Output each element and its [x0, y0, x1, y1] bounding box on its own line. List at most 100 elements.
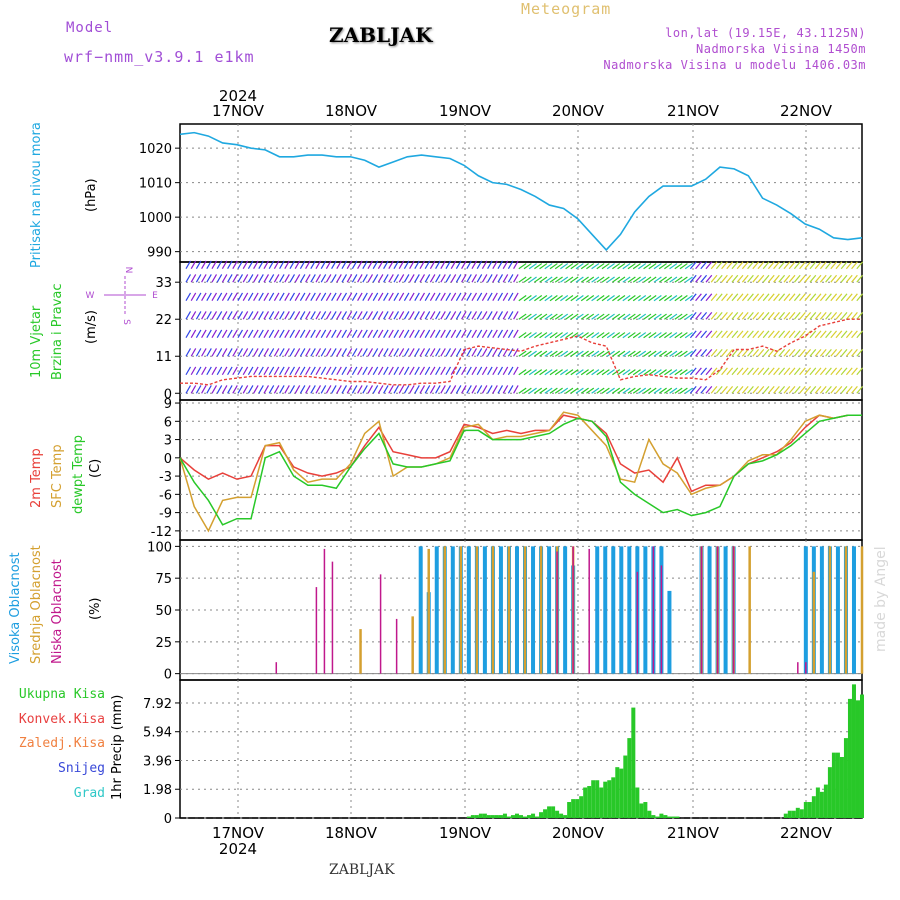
wind-barb — [840, 311, 848, 320]
precip-bar — [855, 700, 860, 818]
wind-barb — [528, 313, 537, 320]
wind-barb — [804, 293, 812, 302]
wind-barb — [185, 329, 192, 339]
wind-barb — [398, 274, 405, 283]
wind-barb — [554, 276, 563, 283]
wind-barb — [383, 348, 389, 357]
wind-barb — [560, 387, 569, 394]
precip-bar — [639, 803, 644, 818]
wind-barb — [767, 367, 775, 376]
wind-barb — [429, 329, 436, 339]
precip-bar — [627, 738, 632, 818]
wind-barb — [851, 348, 858, 357]
wind-barb — [190, 311, 197, 320]
wind-barb — [726, 293, 734, 302]
wind-barb — [383, 329, 389, 339]
wind-barb — [814, 330, 822, 339]
wind-barb — [648, 295, 657, 302]
wind-barb — [367, 385, 374, 394]
wind-barb — [357, 274, 363, 283]
wind-barb — [185, 311, 192, 320]
wind-barb — [247, 292, 254, 302]
wind-barb — [351, 329, 358, 339]
precip-bar — [795, 807, 800, 818]
precip-bar — [659, 813, 664, 818]
wind-barb — [606, 369, 615, 376]
precip-bar — [478, 813, 483, 818]
wind-barb — [684, 295, 693, 302]
precip-bar — [502, 813, 507, 818]
wind-barb — [788, 367, 796, 376]
wind-barb — [612, 387, 621, 394]
wind-barb — [476, 366, 483, 376]
wind-barb — [851, 293, 858, 302]
wind-barb — [643, 387, 652, 394]
low-cloud-bar — [275, 662, 278, 674]
wind-barb — [648, 263, 657, 270]
legend-snow: Snijeg — [58, 761, 105, 776]
wind-barb — [310, 366, 316, 376]
wind-barb — [357, 260, 363, 270]
wind-barb — [731, 261, 739, 270]
wind-barb — [414, 366, 420, 376]
wind-barb — [211, 366, 218, 376]
wind-barb — [455, 292, 462, 302]
wind-barb — [268, 292, 275, 302]
wind-barb — [793, 293, 801, 302]
wind-barb — [560, 276, 569, 283]
wind-barb — [804, 385, 812, 394]
wind-barb — [273, 292, 280, 302]
wind-barb — [273, 385, 280, 394]
wind-barb — [695, 330, 702, 339]
wind-barb — [253, 366, 259, 376]
wind-barb — [502, 260, 509, 270]
wind-barb — [216, 366, 223, 376]
wind-barb — [455, 311, 462, 320]
wind-barb — [409, 292, 415, 302]
wind-barb — [845, 311, 853, 320]
wind-barb — [679, 350, 688, 357]
wind-barb — [549, 350, 558, 357]
wind-barb — [539, 350, 548, 357]
wind-barb — [664, 369, 673, 376]
wind-barb — [731, 348, 739, 357]
top-day-label-4: 21NOV — [667, 102, 720, 120]
wind-barb — [211, 274, 218, 283]
wind-barb — [403, 311, 410, 320]
wind-barb — [341, 348, 348, 357]
wind-barb — [804, 261, 812, 270]
wind-barb — [190, 366, 197, 376]
wind-barb — [835, 261, 843, 270]
wind-barb — [689, 261, 697, 270]
wind-barb — [570, 263, 579, 270]
wind-barb — [627, 276, 636, 283]
wind-barb — [596, 332, 605, 339]
wind-barb — [268, 366, 275, 376]
wind-barb — [429, 348, 436, 357]
precip-bar — [787, 810, 792, 818]
wind-barb — [757, 261, 765, 270]
wind-barb — [835, 274, 843, 283]
wind-barb — [845, 385, 853, 394]
wind-barb — [445, 366, 452, 376]
precip-bar — [587, 786, 592, 818]
wind-barb — [289, 292, 296, 302]
wind-barb — [586, 350, 595, 357]
wind-barb — [695, 348, 702, 357]
wind-barb — [310, 274, 316, 283]
wind-barb — [320, 329, 327, 339]
wind-barb — [502, 274, 509, 283]
wind-barb — [705, 293, 713, 302]
wind-barbs — [185, 260, 864, 394]
precip-bar — [835, 752, 840, 818]
wind-barb — [419, 348, 426, 357]
wind-barb — [788, 330, 796, 339]
wind-barb — [440, 311, 446, 320]
wind-barb — [554, 295, 563, 302]
wind-barb — [216, 311, 223, 320]
wind-barb — [284, 385, 290, 394]
wind-barb — [357, 311, 363, 320]
temp-ytick-label-7: 9 — [164, 397, 172, 412]
wind-barb — [393, 385, 400, 394]
wind-barb — [367, 260, 374, 270]
